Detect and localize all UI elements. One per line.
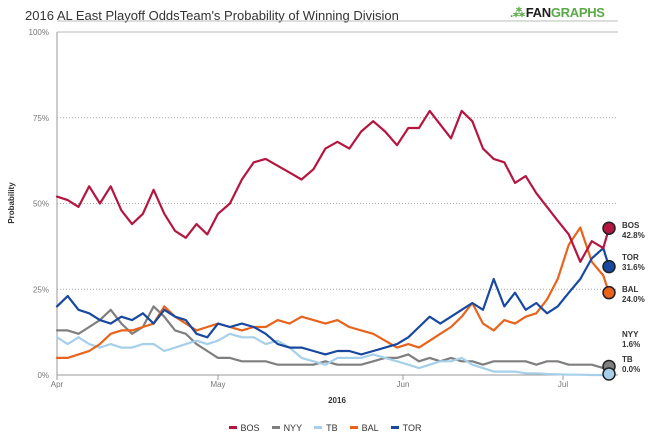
end-label-value-tor: 31.6% xyxy=(622,263,645,272)
end-label-value-bal: 24.0% xyxy=(622,295,645,304)
end-marker-tor[interactable] xyxy=(602,259,616,274)
legend-swatch-icon xyxy=(271,426,280,429)
x-axis-title: 2016 xyxy=(328,396,346,405)
y-tick-label: 100% xyxy=(29,28,49,37)
legend-swatch-icon xyxy=(390,426,399,429)
end-marker-bal[interactable] xyxy=(602,285,616,300)
series-line-nyy[interactable] xyxy=(55,305,611,371)
legend-swatch-icon xyxy=(314,426,323,429)
legend-label: TOR xyxy=(402,422,422,433)
x-tick-label: Apr xyxy=(51,380,64,389)
end-markers xyxy=(602,221,616,381)
end-marker-tb[interactable] xyxy=(602,367,616,381)
series-line-bal[interactable] xyxy=(55,226,611,359)
end-label-value-tb: 0.0% xyxy=(622,365,640,374)
end-label-team-tb: TB xyxy=(622,355,633,364)
series-line-tor[interactable] xyxy=(55,247,611,356)
legend-item-tor[interactable]: TOR xyxy=(390,422,422,433)
logo-fan-text: FAN xyxy=(525,5,551,20)
legend-item-bal[interactable]: BAL xyxy=(349,422,379,433)
end-label-team-bos: BOS xyxy=(622,221,640,230)
end-label-value-nyy: 1.6% xyxy=(622,340,640,349)
legend-item-nyy[interactable]: NYY xyxy=(271,422,303,433)
y-tick-label: 75% xyxy=(33,114,49,123)
x-tick-label: Jun xyxy=(397,380,410,389)
end-label-team-bal: BAL xyxy=(622,285,639,294)
fangraphs-logo[interactable]: .⁂FANGRAPHS xyxy=(510,5,605,20)
series-lines xyxy=(55,109,611,377)
x-tick-label: May xyxy=(210,380,225,389)
legend-label: TB xyxy=(326,422,338,433)
y-tick-label: 25% xyxy=(33,285,49,294)
logo-graphs-text: GRAPHS xyxy=(550,5,605,20)
x-axis-ticks: Apr May Jun Jul xyxy=(51,375,568,389)
legend-swatch-icon xyxy=(349,426,358,429)
legend-label: BAL xyxy=(361,422,379,433)
end-label-team-tor: TOR xyxy=(622,253,639,262)
grid-lines xyxy=(57,31,618,290)
fangraphs-logo-icon: .⁂ xyxy=(510,6,525,20)
chart-title: 2016 AL East Playoff OddsTeam's Probabil… xyxy=(25,8,399,23)
end-marker-bos[interactable] xyxy=(602,221,616,235)
legend-swatch-icon xyxy=(228,426,237,429)
x-tick-label: Jul xyxy=(558,380,568,389)
legend-label: NYY xyxy=(283,422,303,433)
y-tick-label: 50% xyxy=(33,200,49,209)
end-label-team-nyy: NYY xyxy=(622,330,639,339)
y-tick-label: 0% xyxy=(37,371,49,380)
series-line-bos[interactable] xyxy=(55,109,611,263)
series-line-tb[interactable] xyxy=(55,332,611,377)
end-label-value-bos: 42.8% xyxy=(622,231,645,240)
legend-label: BOS xyxy=(240,422,260,433)
legend: BOS NYY TB BAL TOR xyxy=(0,421,650,433)
y-axis-title: Probability xyxy=(7,182,16,224)
legend-item-tb[interactable]: TB xyxy=(314,423,338,433)
y-axis-ticks: 0% 25% 50% 75% 100% xyxy=(29,28,49,380)
legend-item-bos[interactable]: BOS xyxy=(228,422,260,433)
